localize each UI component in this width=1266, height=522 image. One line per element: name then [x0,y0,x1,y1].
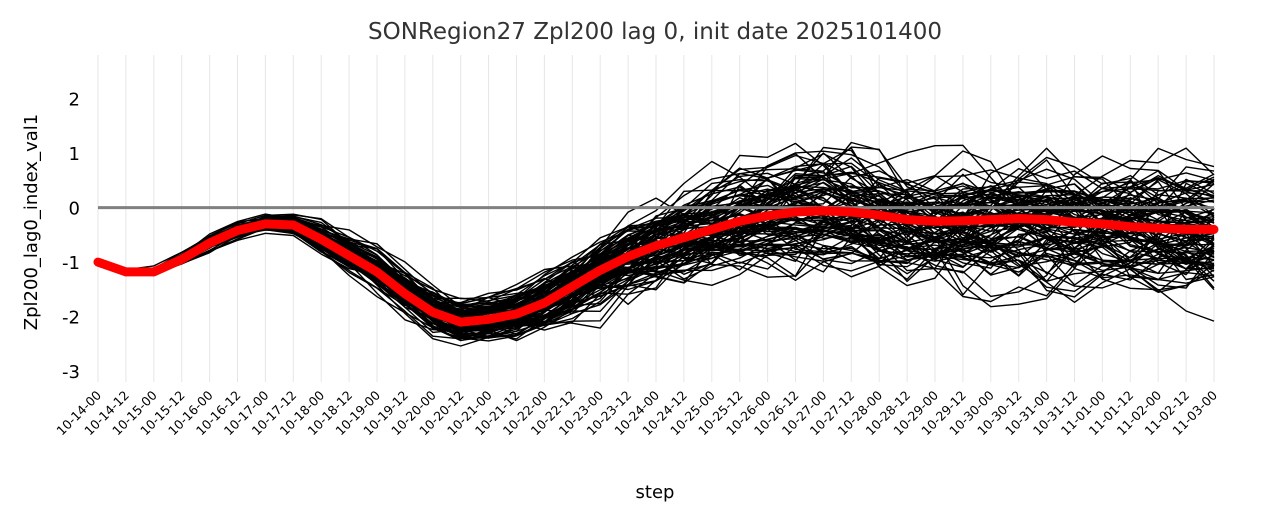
x-tick-labels: 10-14-0010-14-1210-15-0010-15-1210-16-00… [53,387,1220,438]
ensemble-member-line [97,203,1215,321]
y-tick-labels: 2 1 0 -1 -2 -3 [62,90,80,384]
ensemble-member-line [97,157,1215,309]
x-axis-label: step [636,482,675,503]
chart-title: SONRegion27 Zpl200 lag 0, init date 2025… [368,19,942,45]
y-tick-label: 1 [69,144,80,165]
y-tick-label: -2 [62,308,80,329]
y-tick-label: -3 [62,362,80,383]
y-tick-label: 2 [69,90,80,111]
y-tick-label: 0 [69,199,80,220]
y-tick-label: -1 [62,253,80,274]
ensemble-member-line [97,146,1215,313]
ensemble-mean-line [93,206,1219,327]
ensemble-member-line [97,187,1215,342]
y-axis-label: Zpl200_lag0_index_val1 [21,114,42,330]
